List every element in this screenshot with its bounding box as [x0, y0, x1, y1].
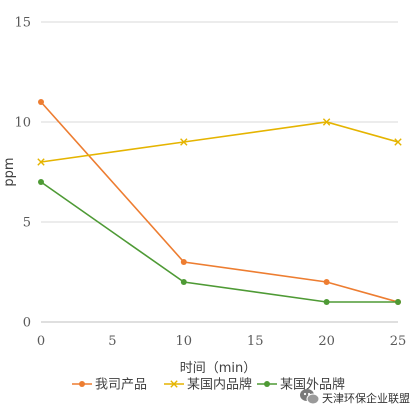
y-tick-label: 0 — [23, 316, 31, 331]
legend-swatch-marker — [264, 381, 270, 387]
legend-swatch-marker — [79, 381, 85, 387]
series-line — [40, 121, 399, 163]
series-line — [40, 181, 398, 303]
data-point — [38, 179, 44, 185]
data-point — [395, 299, 401, 305]
x-tick-label: 25 — [390, 334, 407, 349]
legend-label: 我司产品 — [95, 378, 147, 393]
y-axis-title: ppm — [2, 157, 17, 186]
data-point — [180, 279, 187, 285]
tick-labels: 0 5 10 15 0 5 10 15 20 25 — [14, 16, 406, 350]
legend-item: 某国内品牌 — [164, 377, 252, 393]
data-point — [38, 99, 44, 105]
legend-label: 某国内品牌 — [187, 377, 252, 393]
grid — [41, 21, 398, 223]
data-point — [323, 299, 330, 305]
legend-label: 某国外品牌 — [280, 377, 345, 393]
legend-swatch-marker — [170, 380, 178, 388]
watermark: 天津环保企业联盟 — [300, 389, 410, 405]
x-tick-label: 15 — [247, 334, 264, 349]
x-axis-title: 时间（min） — [180, 361, 257, 376]
data-point — [180, 138, 188, 146]
legend-item: 某国外品牌 — [257, 377, 345, 393]
series-1 — [38, 99, 401, 305]
legend: 我司产品 某国内品牌 某国外品牌 — [72, 377, 345, 393]
data-point — [323, 279, 330, 285]
wechat-icon — [300, 389, 320, 405]
x-tick-label: 5 — [108, 334, 116, 349]
series-lines — [37, 99, 402, 305]
y-tick-label: 10 — [14, 116, 31, 131]
data-point — [37, 158, 45, 166]
data-point — [322, 118, 331, 126]
x-tick-label: 20 — [318, 334, 335, 349]
series-2 — [37, 118, 402, 166]
watermark-text: 天津环保企业联盟 — [322, 391, 410, 405]
data-point — [180, 259, 187, 265]
x-tick-label: 10 — [176, 334, 193, 349]
series-3 — [38, 179, 401, 305]
legend-item: 我司产品 — [72, 378, 147, 393]
series-line — [40, 101, 399, 303]
x-tick-label: 0 — [37, 334, 45, 349]
data-point — [394, 138, 402, 146]
y-tick-label: 5 — [23, 216, 31, 231]
y-tick-label: 15 — [14, 16, 31, 31]
